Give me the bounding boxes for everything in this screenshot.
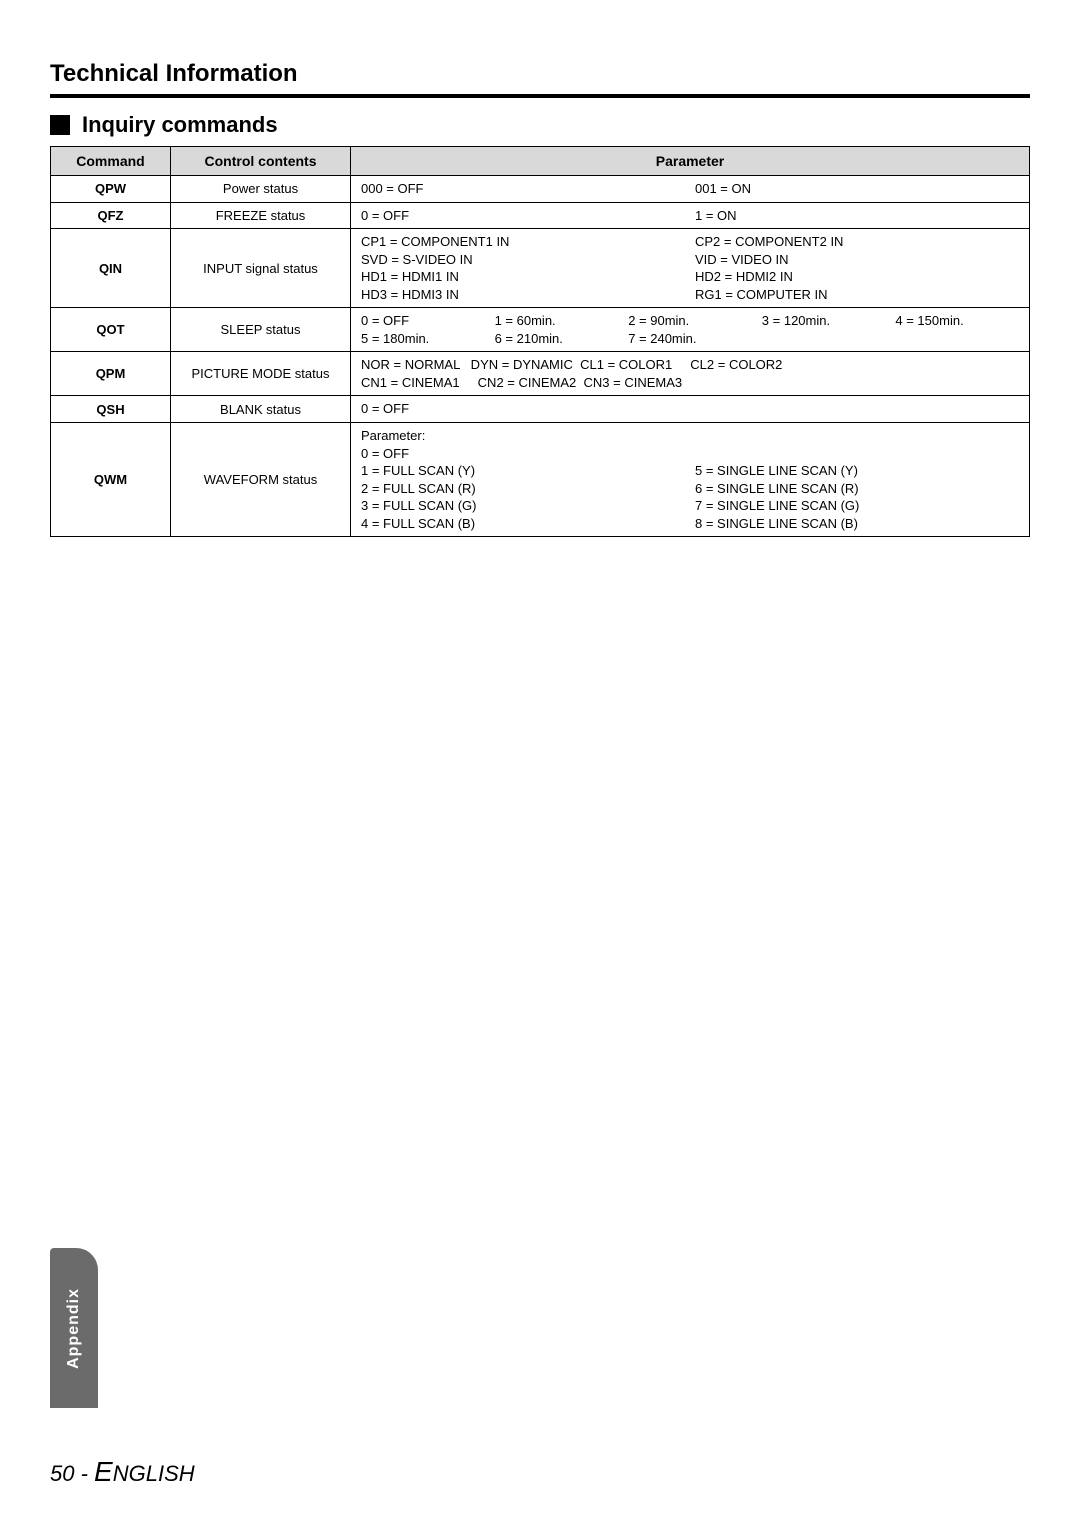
table-row: QWM WAVEFORM status Parameter: 0 = OFF 1… <box>51 423 1030 537</box>
cell-command: QPW <box>51 176 171 203</box>
table-row: QPM PICTURE MODE status NOR = NORMAL DYN… <box>51 352 1030 396</box>
param-left: Parameter: 0 = OFF 1 = FULL SCAN (Y) 2 =… <box>361 427 685 532</box>
table-row: QOT SLEEP status 0 = OFF 5 = 180min. 1 =… <box>51 308 1030 352</box>
cell-control: PICTURE MODE status <box>171 352 351 396</box>
page: Technical Information Inquiry commands C… <box>0 0 1080 1528</box>
table-row: QFZ FREEZE status 0 = OFF 1 = ON <box>51 202 1030 229</box>
footer-rest: NGLISH <box>113 1461 195 1486</box>
cell-control: WAVEFORM status <box>171 423 351 537</box>
param-line1: NOR = NORMAL DYN = DYNAMIC CL1 = COLOR1 … <box>361 356 1019 374</box>
param-left: 0 = OFF <box>361 207 685 225</box>
cell-param: 0 = OFF <box>351 396 1030 423</box>
table-header-row: Command Control contents Parameter <box>51 147 1030 176</box>
th-command: Command <box>51 147 171 176</box>
cell-command: QPM <box>51 352 171 396</box>
footer-E: E <box>94 1456 113 1487</box>
cell-param: 000 = OFF 001 = ON <box>351 176 1030 203</box>
appendix-tab: Appendix <box>50 1248 98 1408</box>
cell-control: Power status <box>171 176 351 203</box>
th-parameter: Parameter <box>351 147 1030 176</box>
param-left: CP1 = COMPONENT1 IN SVD = S-VIDEO IN HD1… <box>361 233 685 303</box>
section-heading: Inquiry commands <box>82 112 278 138</box>
param-c1: 0 = OFF 5 = 180min. <box>361 312 485 347</box>
title-rule <box>50 94 1030 98</box>
cell-param: Parameter: 0 = OFF 1 = FULL SCAN (Y) 2 =… <box>351 423 1030 537</box>
table-row: QPW Power status 000 = OFF 001 = ON <box>51 176 1030 203</box>
bullet-square-icon <box>50 115 70 135</box>
footer-dash: - <box>74 1461 94 1486</box>
param-left: 000 = OFF <box>361 180 685 198</box>
table-row: QSH BLANK status 0 = OFF <box>51 396 1030 423</box>
param-c4: 3 = 120min. <box>762 312 886 347</box>
commands-table: Command Control contents Parameter QPW P… <box>50 146 1030 537</box>
page-footer: 50 - ENGLISH <box>50 1456 195 1488</box>
cell-param: 0 = OFF 5 = 180min. 1 = 60min. 6 = 210mi… <box>351 308 1030 352</box>
page-number: 50 <box>50 1461 74 1486</box>
cell-control: FREEZE status <box>171 202 351 229</box>
cell-control: INPUT signal status <box>171 229 351 308</box>
cell-command: QWM <box>51 423 171 537</box>
appendix-label: Appendix <box>65 1288 83 1369</box>
param-right: 5 = SINGLE LINE SCAN (Y) 6 = SINGLE LINE… <box>695 427 1019 532</box>
section-heading-row: Inquiry commands <box>50 112 1030 138</box>
param-c5: 4 = 150min. <box>895 312 1019 347</box>
cell-command: QFZ <box>51 202 171 229</box>
cell-param: CP1 = COMPONENT1 IN SVD = S-VIDEO IN HD1… <box>351 229 1030 308</box>
th-control: Control contents <box>171 147 351 176</box>
cell-control: BLANK status <box>171 396 351 423</box>
param-c3: 2 = 90min. 7 = 240min. <box>628 312 752 347</box>
cell-param: NOR = NORMAL DYN = DYNAMIC CL1 = COLOR1 … <box>351 352 1030 396</box>
cell-command: QIN <box>51 229 171 308</box>
param-right: CP2 = COMPONENT2 IN VID = VIDEO IN HD2 =… <box>695 233 1019 303</box>
cell-control: SLEEP status <box>171 308 351 352</box>
cell-command: QSH <box>51 396 171 423</box>
param-c2: 1 = 60min. 6 = 210min. <box>495 312 619 347</box>
param-right: 1 = ON <box>695 207 1019 225</box>
page-title: Technical Information <box>50 60 1030 88</box>
cell-command: QOT <box>51 308 171 352</box>
param-right: 001 = ON <box>695 180 1019 198</box>
param-single: 0 = OFF <box>361 401 409 416</box>
cell-param: 0 = OFF 1 = ON <box>351 202 1030 229</box>
param-line2: CN1 = CINEMA1 CN2 = CINEMA2 CN3 = CINEMA… <box>361 374 1019 392</box>
table-row: QIN INPUT signal status CP1 = COMPONENT1… <box>51 229 1030 308</box>
